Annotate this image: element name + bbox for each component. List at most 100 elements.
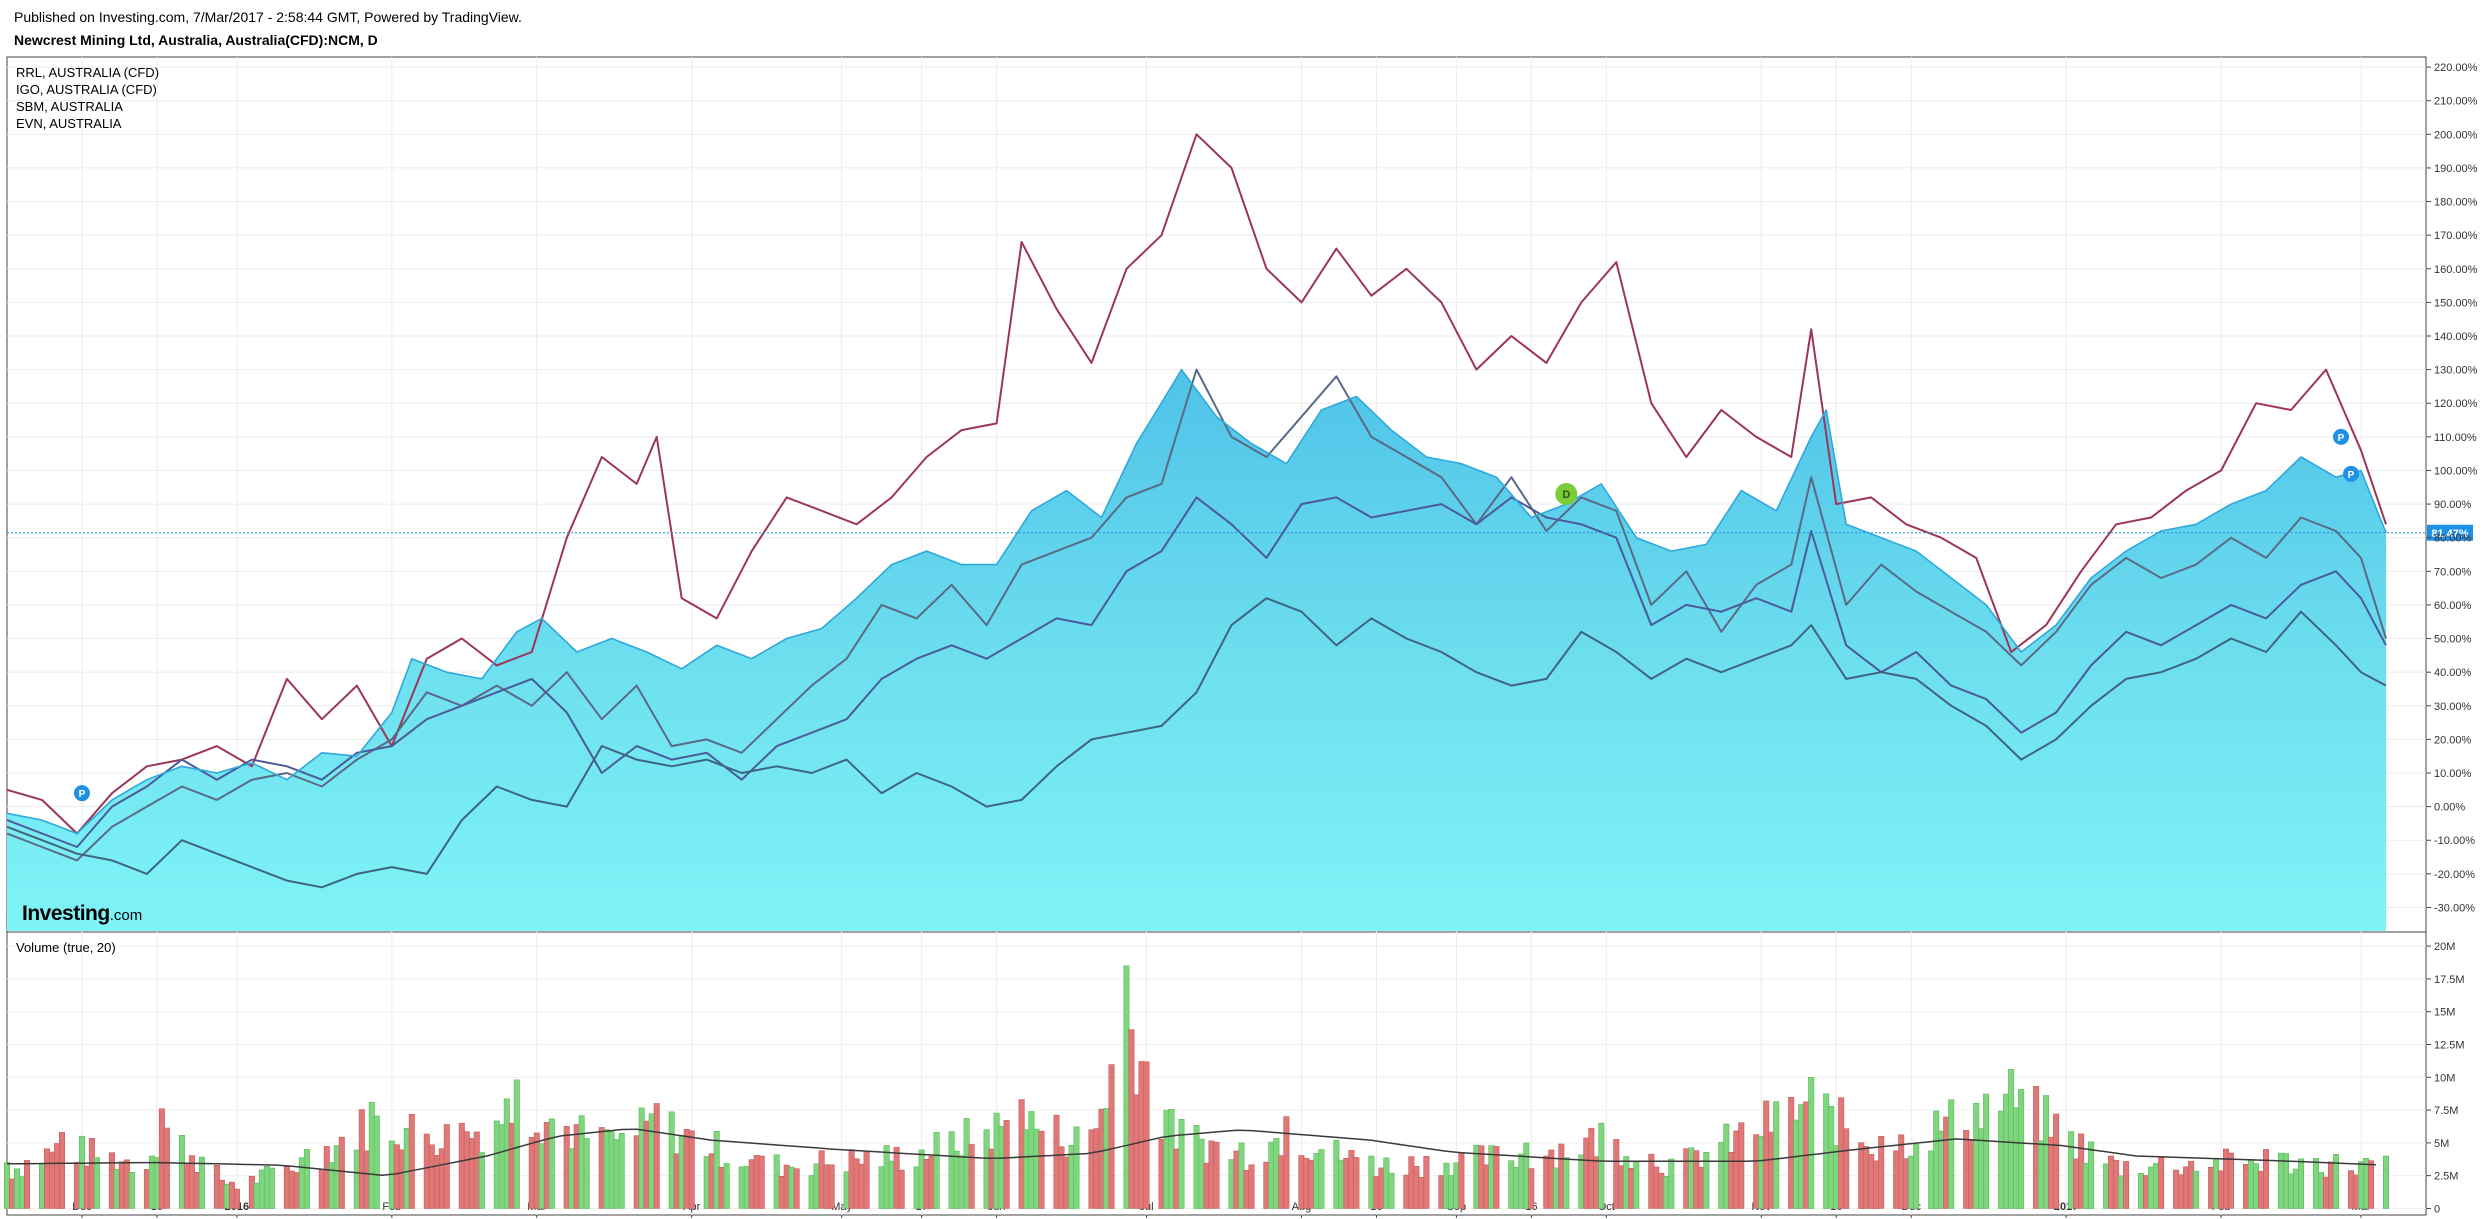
volume-bar [163, 1127, 170, 1209]
volume-bar [1688, 1147, 1695, 1209]
volume-bar [213, 1165, 220, 1209]
volume-bar [843, 1171, 850, 1209]
volume-bar [1693, 1150, 1700, 1209]
volume-bar [113, 1169, 120, 1209]
volume-bar [9, 1178, 16, 1209]
volume-bar [2148, 1166, 2155, 1209]
volume-bar [43, 1148, 50, 1209]
marker-label: D [1562, 489, 1570, 501]
volume-bar [1003, 1120, 1010, 1209]
volume-bar [358, 1109, 365, 1209]
volume-bar [513, 1079, 520, 1209]
volume-bar [2228, 1152, 2235, 1209]
y-tick-label: 200.00% [2434, 129, 2478, 141]
volume-bar [1558, 1143, 1565, 1209]
volume-bar [18, 1176, 25, 1209]
series-sbm-line[interactable] [7, 496, 2387, 848]
volume-bar [603, 1129, 610, 1209]
y-tick-label: 10M [2434, 1072, 2455, 1084]
y-tick-label: 140.00% [2434, 331, 2478, 343]
volume-bar [2348, 1170, 2355, 1209]
volume-bar [2213, 1158, 2220, 1209]
volume-bar [333, 1145, 340, 1209]
legend-item-sbm[interactable]: SBM, AUSTRALIA [16, 99, 123, 114]
volume-bar [818, 1150, 825, 1209]
volume-bar [1418, 1177, 1425, 1209]
volume-bar [143, 1169, 150, 1209]
volume-bar [1593, 1156, 1600, 1209]
y-tick-label: 12.5M [2434, 1039, 2465, 1051]
volume-bar [158, 1108, 165, 1209]
volume-bar [1198, 1138, 1205, 1209]
series-rrl-line[interactable] [7, 133, 2387, 835]
legend-item-igo[interactable]: IGO, AUSTRALIA (CFD) [16, 82, 157, 97]
volume-bar [2053, 1113, 2060, 1209]
volume-bar [1483, 1164, 1490, 1209]
volume-bar [2218, 1170, 2225, 1209]
volume-bar [2048, 1136, 2055, 1209]
volume-bar [1123, 965, 1130, 1209]
volume-bar [968, 1144, 975, 1209]
volume-bar [548, 1118, 555, 1209]
volume-bar [1168, 1109, 1175, 1209]
volume-bar [1423, 1156, 1430, 1209]
volume-bar [2353, 1174, 2360, 1209]
volume-bar [893, 1147, 900, 1209]
volume-bar [73, 1162, 80, 1209]
y-tick-label: 220.00% [2434, 62, 2478, 74]
volume-bar [393, 1144, 400, 1209]
volume-bar [2008, 1069, 2015, 1209]
volume-bar [1753, 1134, 1760, 1209]
volume-bar [2183, 1166, 2190, 1209]
volume-bar [1063, 1156, 1070, 1209]
volume-bar [318, 1169, 325, 1209]
volume-bar [2368, 1160, 2375, 1209]
volume-bar [1103, 1108, 1110, 1209]
volume-moving-average[interactable] [6, 1128, 2377, 1176]
volume-bar [1413, 1166, 1420, 1209]
volume-bar [573, 1124, 580, 1209]
series-evn-line[interactable] [7, 597, 2387, 889]
dividend-marker[interactable]: D [1555, 483, 1578, 505]
volume-bar [1938, 1130, 1945, 1209]
series-ncm-line[interactable] [7, 368, 2387, 835]
volume-bar [1388, 1172, 1395, 1209]
volume-bar [1703, 1152, 1710, 1209]
split-marker[interactable]: P [2343, 465, 2360, 482]
volume-bar [948, 1131, 955, 1209]
volume-bar [2068, 1131, 2075, 1209]
y-tick-label: 80.00% [2434, 533, 2472, 545]
volume-bar [688, 1130, 695, 1209]
volume-bar [1903, 1158, 1910, 1209]
volume-bar [758, 1155, 765, 1209]
volume-bar [233, 1188, 240, 1209]
volume-bar [2258, 1170, 2265, 1209]
split-marker[interactable]: P [2333, 428, 2350, 445]
volume-bar [743, 1166, 750, 1209]
volume-bar [1268, 1141, 1275, 1209]
price-axis: 220.00% 210.00% 200.00% 190.00% 180.00% 170.0… [2426, 62, 2478, 914]
volume-bar [1698, 1166, 1705, 1209]
volume-bar [1283, 1116, 1290, 1209]
volume-bar [738, 1166, 745, 1209]
investing-logo[interactable]: Investing.com [22, 902, 142, 926]
volume-bar [263, 1166, 270, 1209]
volume-bar [228, 1181, 235, 1209]
volume-bar [708, 1153, 715, 1209]
volume-bar [1058, 1146, 1065, 1209]
volume-bar [1173, 1148, 1180, 1209]
series-ncm-area[interactable] [7, 369, 2386, 931]
volume-bar [2173, 1169, 2180, 1209]
volume-bar [1588, 1127, 1595, 1209]
legend-item-rrl[interactable]: RRL, AUSTRALIA (CFD) [16, 65, 160, 80]
marker-circle [73, 785, 90, 802]
volume-bar [808, 1175, 815, 1209]
marker-circle [2333, 428, 2350, 445]
legend-item-evn[interactable]: EVN, AUSTRALIA [16, 116, 122, 131]
split-marker[interactable]: P [73, 785, 90, 802]
y-tick-label: 90.00% [2434, 499, 2472, 511]
volume-bar [1563, 1157, 1570, 1209]
volume-bar [1038, 1130, 1045, 1209]
series-igo-line[interactable] [7, 368, 2387, 862]
volume-bar [1868, 1154, 1875, 1209]
